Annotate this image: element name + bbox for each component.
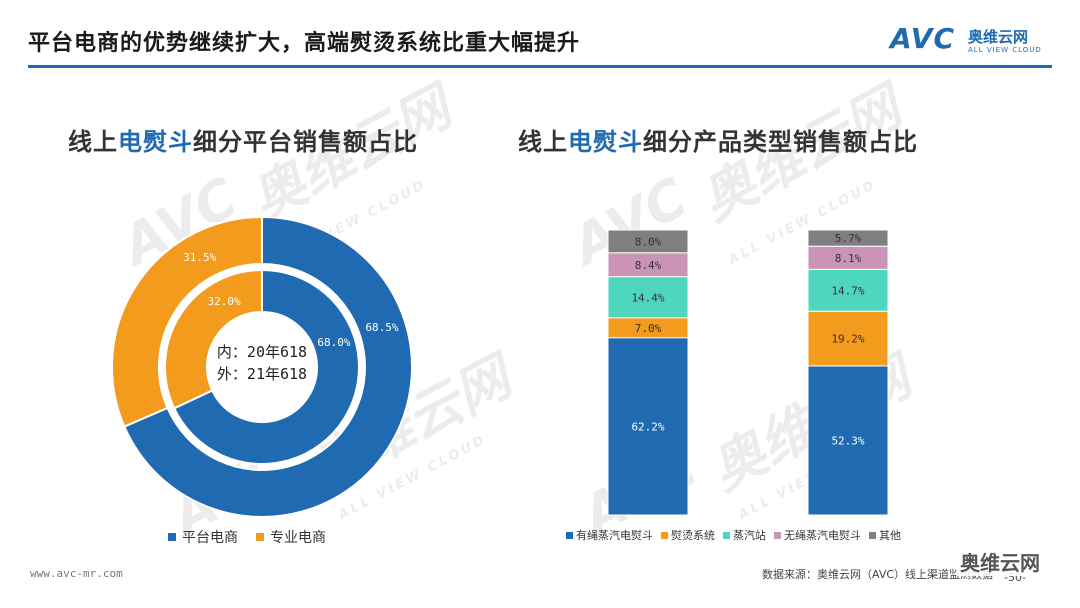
data-source-note: 数据来源：奥维云网（AVC）线上渠道监测数据 xyxy=(762,568,994,581)
brand-cn: 奥维云网 xyxy=(968,28,1029,46)
legend-label: 有绳蒸汽电熨斗 xyxy=(576,529,653,542)
legend-swatch-blue xyxy=(566,531,573,539)
legend-label: 专业电商 xyxy=(270,530,326,546)
legend-swatch-gray xyxy=(869,531,876,539)
footer-url[interactable]: www.avc-mr.com xyxy=(30,567,123,580)
header-rule xyxy=(28,65,1052,68)
legend-item-other: 其他 xyxy=(869,527,901,543)
donut-center-hole xyxy=(207,312,317,422)
legend-swatch-orange xyxy=(661,531,668,539)
bar-0-label-0: 62.2% xyxy=(631,420,664,433)
brand-logo: AVC 奥维云网 ALL VIEW CLOUD xyxy=(890,22,1050,58)
brand-mark: AVC xyxy=(890,22,955,55)
bar-0-label-4: 8.0% xyxy=(635,235,662,248)
donut-title-highlight: 电熨斗 xyxy=(118,128,193,156)
bar-1-label-3: 8.1% xyxy=(835,252,862,265)
donut-outer-label-1: 31.5% xyxy=(183,251,216,264)
slide-title: 平台电商的优势继续扩大，高端熨烫系统比重大幅提升 xyxy=(28,31,581,56)
donut-inner-label-1: 32.0% xyxy=(208,295,241,308)
bar-1-segment-4 xyxy=(807,229,889,247)
bar-1-label-4: 5.7% xyxy=(835,232,862,245)
legend-item-ironing-system: 熨烫系统 xyxy=(661,527,715,543)
legend-swatch-pink xyxy=(774,531,781,539)
legend-label: 熨烫系统 xyxy=(671,529,715,542)
legend-item-cordless: 无绳蒸汽电熨斗 xyxy=(774,527,861,543)
bar-1-label-2: 14.7% xyxy=(831,284,864,297)
donut-center-label-inner: 内：20年618 xyxy=(217,343,307,361)
donut-title-prefix: 线上 xyxy=(68,128,118,156)
bar-0-label-3: 8.4% xyxy=(635,259,662,272)
legend-label: 平台电商 xyxy=(182,530,238,546)
legend-item-corded: 有绳蒸汽电熨斗 xyxy=(566,527,653,543)
bar-0-segment-4 xyxy=(607,229,689,254)
bar-1-label-0: 52.3% xyxy=(831,435,864,448)
donut-inner-label-0: 68.0% xyxy=(317,336,350,349)
legend-label: 无绳蒸汽电熨斗 xyxy=(784,529,861,542)
donut-outer-label-0: 68.5% xyxy=(365,321,398,334)
bar-legend: 有绳蒸汽电熨斗 熨烫系统 蒸汽站 无绳蒸汽电熨斗 其他 xyxy=(566,527,909,543)
donut-inner-slice-0 xyxy=(172,268,360,465)
donut-outer-slice-0 xyxy=(123,217,412,517)
donut-chart: 68.0% 32.0% 68.5% 31.5% 内：20年618 外：21年618 xyxy=(112,217,412,517)
legend-swatch-blue xyxy=(168,533,176,541)
wechat-watermark: 奥维云网 xyxy=(956,547,1044,576)
donut-center-label-outer: 外：21年618 xyxy=(217,365,307,383)
bar-title-highlight: 电熨斗 xyxy=(568,128,643,156)
bar-1-segment-0 xyxy=(807,365,889,516)
bar-title-suffix: 细分产品类型销售额占比 xyxy=(643,128,918,156)
legend-item-platform: 平台电商 xyxy=(168,527,238,547)
donut-outer-slice-1 xyxy=(112,217,263,428)
legend-item-steam-station: 蒸汽站 xyxy=(723,527,766,543)
bar-0-label-1: 7.0% xyxy=(635,322,662,335)
bar-section-title: 线上电熨斗细分产品类型销售额占比 xyxy=(518,122,918,157)
bar-0-label-2: 14.4% xyxy=(631,291,664,304)
legend-swatch-orange xyxy=(256,533,264,541)
donut-title-suffix: 细分平台销售额占比 xyxy=(193,128,418,156)
legend-label: 蒸汽站 xyxy=(733,529,766,542)
bar-1-segment-2 xyxy=(807,268,889,312)
donut-section-title: 线上电熨斗细分平台销售额占比 xyxy=(68,122,418,157)
bar-1-segment-1 xyxy=(807,310,889,367)
legend-item-specialty: 专业电商 xyxy=(256,527,326,547)
bar-0-segment-2 xyxy=(607,276,689,319)
legend-swatch-teal xyxy=(723,531,730,539)
donut-legend: 平台电商 专业电商 xyxy=(168,527,344,547)
donut-inner-slice-1 xyxy=(164,268,264,410)
stacked-bar-chart: 62.2% 7.0% 14.4% 8.4% 8.0% 52.3% 19.2% 14.7% 8.1… xyxy=(607,229,889,516)
bar-1-label-1: 19.2% xyxy=(831,333,864,346)
legend-label: 其他 xyxy=(879,529,901,542)
brand-en: ALL VIEW CLOUD xyxy=(968,46,1042,54)
bar-title-prefix: 线上 xyxy=(518,128,568,156)
